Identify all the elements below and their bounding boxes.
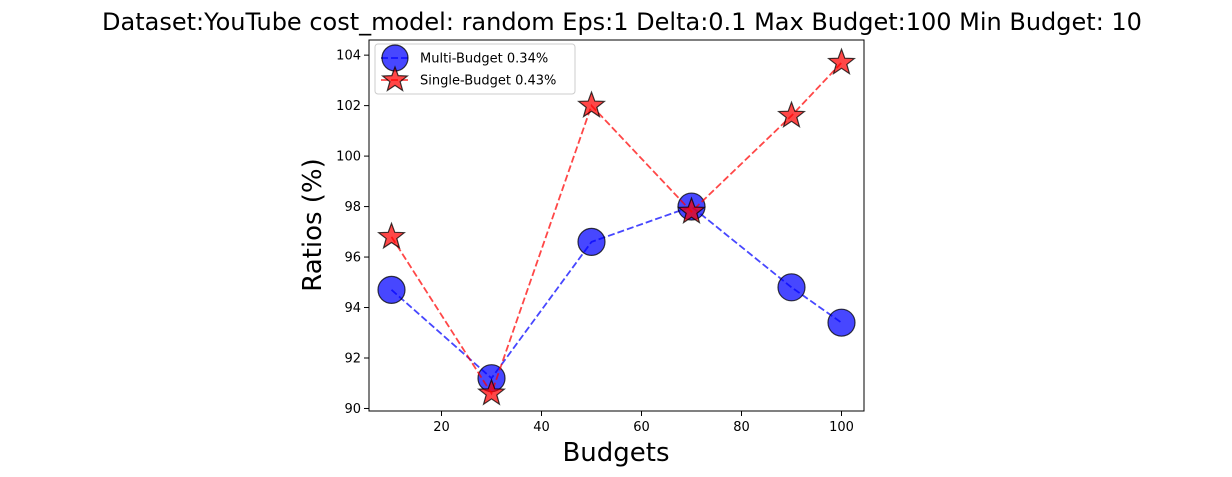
series-single-budget [377, 47, 856, 406]
x-tick-label: 40 [533, 420, 550, 435]
legend-label: Single-Budget 0.43% [420, 74, 556, 89]
y-tick-label: 98 [344, 200, 361, 215]
y-tick-label: 100 [336, 150, 361, 165]
y-tick-label: 92 [344, 352, 361, 367]
y-tick-label: 90 [344, 402, 361, 417]
x-axis-label: Budgets [562, 438, 669, 468]
chart-title: Dataset:YouTube cost_model: random Eps:1… [102, 8, 1142, 36]
data-point [577, 227, 606, 257]
series-multi-budget [377, 192, 856, 393]
legend-box [374, 43, 576, 95]
y-axis-label: Ratios (%) [298, 158, 328, 292]
data-point [377, 275, 406, 304]
legend-entry: Multi-Budget 0.34% [381, 44, 548, 72]
x-axis: 20 40 60 80 100 [433, 411, 854, 435]
plot-frame [368, 39, 865, 412]
y-tick-label: 94 [344, 301, 361, 316]
data-point [377, 221, 406, 250]
plot-area [368, 39, 865, 412]
x-tick-label: 60 [633, 420, 650, 435]
legend-label: Multi-Budget 0.34% [420, 52, 548, 67]
y-tick-label: 102 [336, 99, 361, 114]
data-point [477, 378, 506, 406]
data-point [827, 308, 856, 337]
legend-marker [380, 65, 410, 92]
series-line [390, 205, 843, 380]
legend-items: Multi-Budget 0.34% Single-Budget 0.43% [380, 44, 556, 92]
legend-entry: Single-Budget 0.43% [380, 65, 556, 92]
x-tick-label: 80 [733, 420, 750, 435]
data-point [777, 273, 806, 302]
data-point [777, 100, 806, 129]
y-tick-label: 104 [336, 49, 361, 64]
y-tick-label: 96 [344, 251, 361, 266]
data-point [677, 196, 706, 224]
data-point [827, 47, 856, 76]
x-tick-label: 100 [829, 420, 854, 435]
legend: Multi-Budget 0.34% Single-Budget 0.43% [374, 43, 576, 95]
series-line [390, 62, 843, 396]
x-tick-label: 20 [433, 420, 450, 435]
data-point [577, 90, 606, 118]
series-layer [377, 47, 856, 406]
y-axis: 90 92 94 96 98 100 102 104 [336, 49, 369, 417]
